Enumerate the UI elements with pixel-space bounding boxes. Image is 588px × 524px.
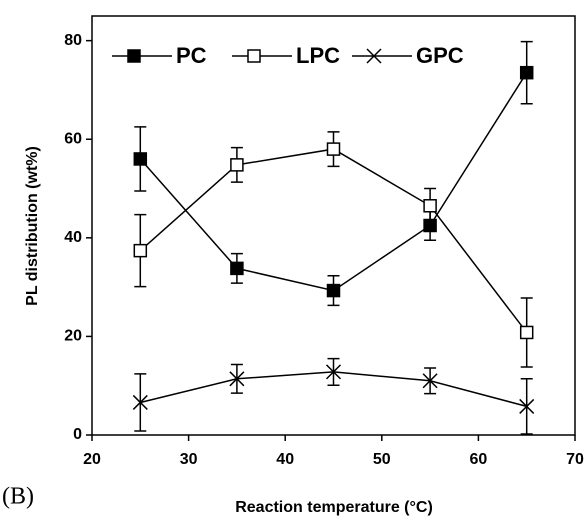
marker	[519, 398, 535, 414]
y-tick-label: 40	[64, 229, 82, 246]
marker	[326, 283, 341, 298]
x-tick-label: 60	[470, 451, 488, 468]
marker	[230, 158, 244, 172]
legend-marker	[247, 49, 261, 63]
x-tick-label: 70	[566, 451, 584, 468]
marker	[423, 199, 437, 213]
marker	[422, 373, 438, 389]
legend-marker	[127, 49, 141, 63]
marker	[519, 65, 534, 80]
x-tick-label: 20	[83, 451, 101, 468]
series	[133, 40, 534, 307]
y-tick-label: 60	[64, 130, 82, 147]
legend-label: LPC	[296, 43, 340, 68]
marker	[132, 394, 148, 410]
legend-label: PC	[176, 43, 207, 68]
marker	[133, 243, 148, 258]
legend-marker	[366, 48, 382, 64]
marker	[326, 142, 341, 156]
marker	[325, 364, 342, 380]
marker	[230, 261, 244, 276]
x-tick-label: 30	[180, 451, 198, 468]
x-tick-label: 50	[373, 451, 391, 468]
x-axis-label: Reaction temperature (°C)	[235, 499, 433, 516]
y-tick-label: 80	[64, 32, 82, 49]
marker	[519, 325, 534, 340]
plot-frame	[91, 15, 576, 436]
series-line	[139, 72, 528, 292]
legend-label: GPC	[416, 43, 464, 68]
marker	[229, 371, 245, 387]
y-axis-label: PL distribution (wt%)	[24, 146, 41, 306]
y-tick-label: 20	[64, 328, 82, 345]
marker	[133, 152, 148, 166]
y-tick-label: 0	[73, 426, 82, 443]
x-tick-label: 40	[276, 451, 294, 468]
series	[132, 357, 535, 435]
series	[133, 131, 534, 368]
panel-label: (B)	[2, 484, 34, 510]
